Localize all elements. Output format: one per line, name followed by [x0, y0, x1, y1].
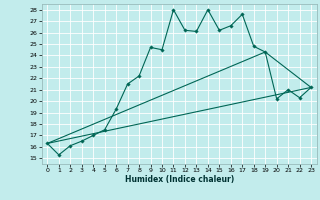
X-axis label: Humidex (Indice chaleur): Humidex (Indice chaleur)	[124, 175, 234, 184]
